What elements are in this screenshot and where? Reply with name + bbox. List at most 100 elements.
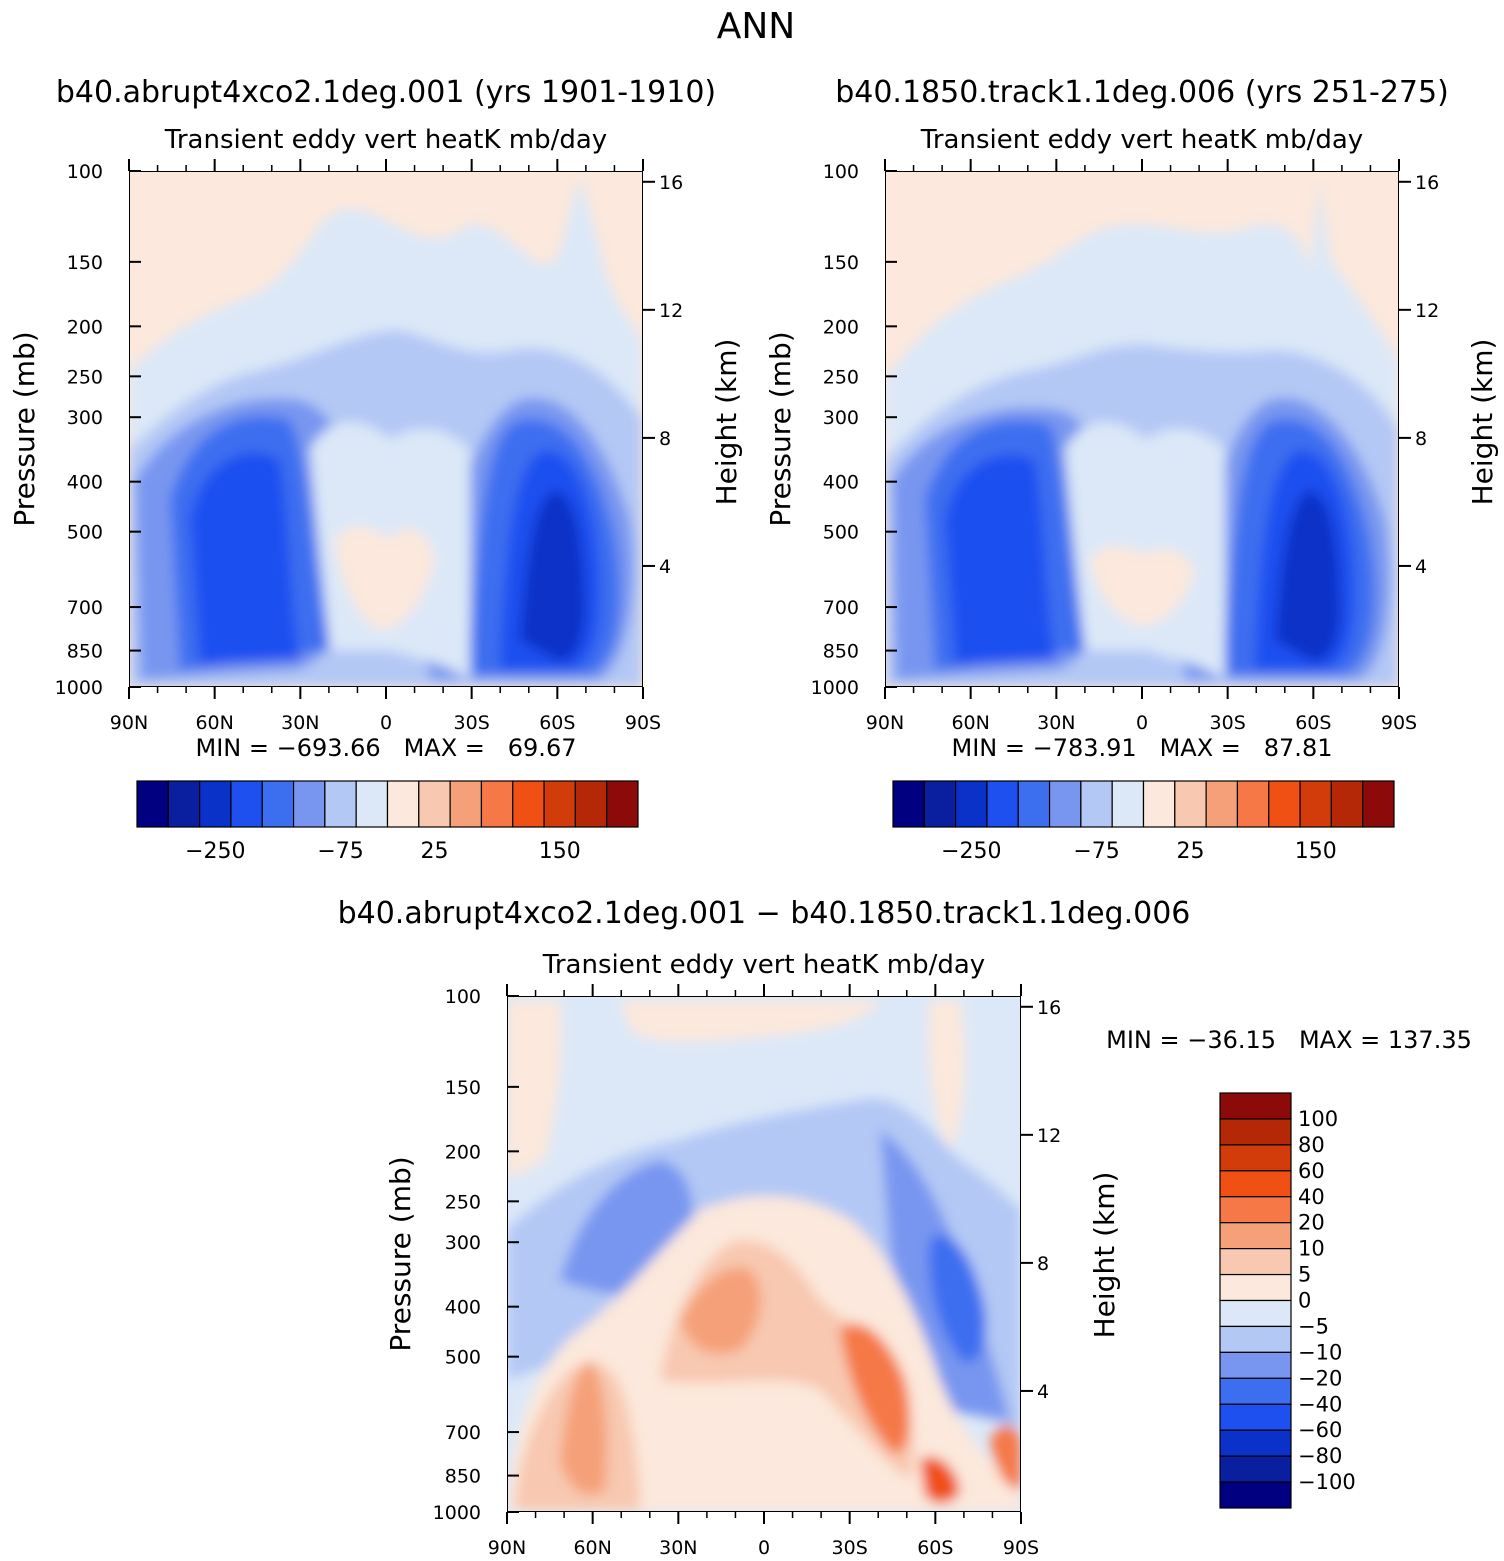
p2-colorbar-box (1362, 780, 1395, 828)
p2-lat-tick-label: 30N (1037, 712, 1075, 734)
p3-lat-tick-label: 90N (488, 1537, 526, 1559)
p3-colorbar-label: 5 (1298, 1263, 1311, 1287)
p3-colorbar-box (1219, 1248, 1292, 1276)
p1-colorbar-box (355, 780, 389, 828)
p1-colorbar-label: −250 (185, 839, 245, 864)
panel-3-y2-axis-label: Height (km) (1088, 1172, 1121, 1339)
panel-2: b40.1850.track1.1deg.006 (yrs 251-275) T… (764, 75, 1499, 864)
p1-pressure-tick-label: 850 (67, 641, 103, 663)
p2-lat-tick-label: 0 (1136, 712, 1148, 734)
p3-pressure-tick-label: 300 (445, 1232, 481, 1254)
p1-lat-tick-label: 90N (110, 712, 148, 734)
panel-1-colorbar: −250 −75 25 150 (136, 780, 639, 864)
panel-1: b40.abrupt4xco2.1deg.001 (yrs 1901-1910)… (8, 75, 743, 864)
p2-pressure-tick-label: 300 (823, 407, 859, 429)
p1-pressure-tick-label: 200 (67, 316, 103, 338)
p1-pressure-tick-label: 1000 (55, 677, 103, 699)
p2-colorbar-box (1299, 780, 1332, 828)
p1-pressure-tick-label: 250 (67, 366, 103, 388)
p3-colorbar-label: 40 (1298, 1185, 1325, 1209)
p1-colorbar-box (543, 780, 576, 828)
p2-colorbar-box (923, 780, 957, 828)
p1-colorbar-box (292, 780, 326, 828)
p1-colorbar-box (480, 780, 514, 828)
p2-pressure-tick-label: 850 (823, 641, 859, 663)
panel-1-variable-title: Transient eddy vert heatK mb/day (164, 125, 607, 155)
p2-height-tick-label: 16 (1415, 172, 1439, 194)
p2-pressure-tick-label: 500 (823, 522, 859, 544)
p1-colorbar-label: 150 (539, 839, 581, 864)
p1-pressure-tick-label: 300 (67, 407, 103, 429)
panel-3-min-max: MIN = −36.15 MAX = 137.35 (1106, 1026, 1472, 1054)
p1-lat-tick-label: 60N (195, 712, 233, 734)
p3-colorbar-box (1219, 1351, 1292, 1379)
p1-colorbar-box (199, 780, 232, 828)
p2-colorbar-box (1236, 780, 1270, 828)
p2-lat-tick-label: 90N (866, 712, 904, 734)
p2-lat-tick-label: 60N (951, 712, 989, 734)
p3-colorbar-box (1219, 1118, 1292, 1146)
p3-pressure-tick-label: 500 (445, 1347, 481, 1369)
p2-colorbar-box (955, 780, 988, 828)
panel-1-y2-axis-label: Height (km) (710, 339, 743, 506)
p2-colorbar-box (892, 780, 925, 828)
p3-colorbar-label: −5 (1298, 1314, 1329, 1338)
p2-pressure-tick-label: 200 (823, 316, 859, 338)
panel-3-y-axis-label: Pressure (mb) (384, 1156, 417, 1351)
p2-colorbar-box (1330, 780, 1364, 828)
p3-colorbar-label: −20 (1298, 1366, 1342, 1390)
p1-colorbar-box (167, 780, 201, 828)
p1-lat-tick-label: 30S (454, 712, 490, 734)
p3-lat-tick-label: 30S (832, 1537, 868, 1559)
p2-pressure-tick-label: 700 (823, 597, 859, 619)
p3-colorbar-box (1219, 1273, 1292, 1302)
p3-colorbar-box (1219, 1170, 1292, 1198)
p2-colorbar-box (1111, 780, 1145, 828)
p2-height-tick-label: 8 (1415, 428, 1427, 450)
p1-colorbar-box (386, 780, 420, 828)
p2-height-tick-label: 4 (1415, 556, 1427, 578)
p3-colorbar-box (1219, 1325, 1292, 1353)
p1-pressure-tick-label: 100 (67, 161, 103, 183)
p2-colorbar-label: 150 (1295, 839, 1337, 864)
p2-colorbar-box (1048, 780, 1082, 828)
p1-colorbar-box (324, 780, 357, 828)
p3-colorbar-box (1219, 1222, 1292, 1250)
p3-pressure-tick-label: 250 (445, 1191, 481, 1213)
panel-2-colorbar: −250 −75 25 150 (892, 780, 1395, 864)
panel-2-contour-field (885, 171, 1399, 687)
p3-colorbar-label: −80 (1298, 1444, 1342, 1468)
p3-height-tick-label: 8 (1037, 1253, 1049, 1275)
p1-height-tick-label: 4 (659, 556, 671, 578)
p2-colorbar-box (1080, 780, 1113, 828)
p2-colorbar-box (1205, 780, 1239, 828)
p1-colorbar-box (574, 780, 608, 828)
p3-lat-tick-label: 0 (758, 1537, 770, 1559)
p1-pressure-tick-label: 150 (67, 252, 103, 274)
p2-height-tick-label: 12 (1415, 300, 1439, 322)
panel-2-variable-title: Transient eddy vert heatK mb/day (920, 125, 1363, 155)
p3-colorbar-box (1219, 1092, 1292, 1120)
p3-lat-tick-label: 60S (917, 1537, 953, 1559)
p1-lat-tick-label: 30N (281, 712, 319, 734)
p2-lat-tick-label: 60S (1295, 712, 1331, 734)
p3-pressure-tick-label: 850 (445, 1466, 481, 1488)
p3-colorbar-label: 20 (1298, 1211, 1325, 1235)
panel-3: b40.abrupt4xco2.1deg.001 − b40.1850.trac… (338, 896, 1472, 1559)
p3-colorbar-label: 80 (1298, 1133, 1325, 1157)
p2-colorbar-label: 25 (1176, 839, 1204, 864)
panel-3-variable-title: Transient eddy vert heatK mb/day (542, 950, 985, 980)
p3-colorbar-label: 100 (1298, 1107, 1338, 1131)
p1-colorbar-box (136, 780, 169, 828)
p2-colorbar-box (1017, 780, 1051, 828)
p2-colorbar-box (1174, 780, 1207, 828)
panel-2-y-axis-label: Pressure (mb) (764, 331, 797, 526)
panel-2-min-max: MIN = −783.91 MAX = 87.81 (952, 734, 1333, 762)
p3-lat-tick-label: 90S (1003, 1537, 1039, 1559)
p3-colorbar-label: −40 (1298, 1392, 1342, 1416)
p3-lat-tick-label: 60N (573, 1537, 611, 1559)
panel-1-contour-field (129, 171, 643, 687)
p3-colorbar-box (1219, 1429, 1292, 1457)
p2-colorbar-label: −250 (941, 839, 1001, 864)
